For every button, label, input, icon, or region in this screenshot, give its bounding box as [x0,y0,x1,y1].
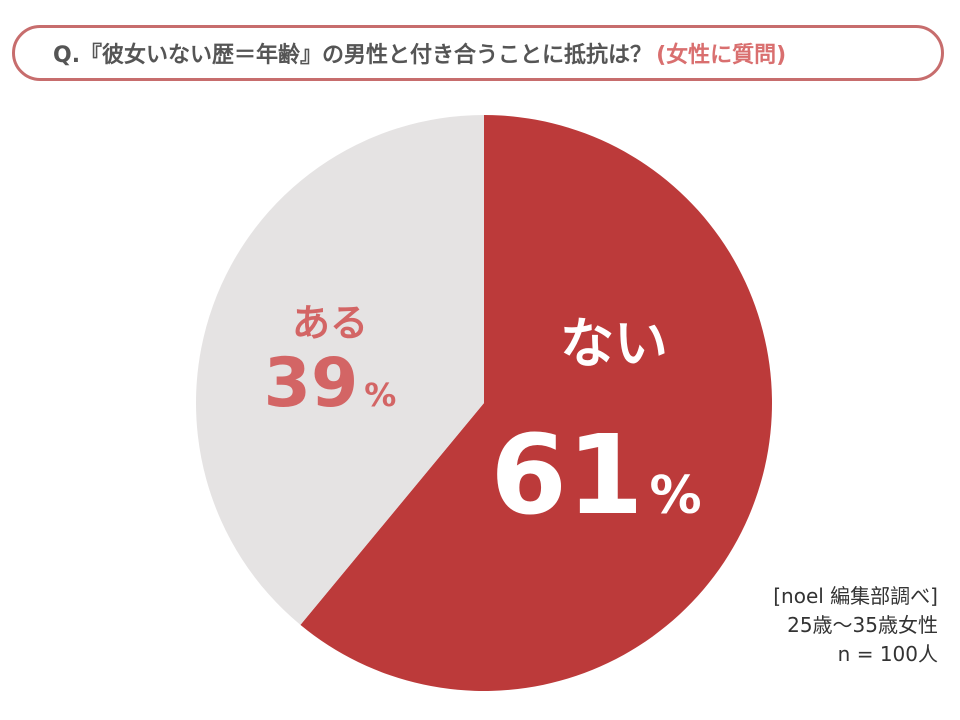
source-line-n: n = 100人 [837,642,938,666]
slice-value-1: 61% [490,411,701,539]
pie-slices [196,115,772,692]
slice-label-1: ない [560,312,668,375]
source-note: [noel 編集部調べ] 25歳〜35歳女性 n = 100人 [773,582,938,669]
question-box: Q.『彼女いない歴＝年齢』の男性と付き合うことに抵抗は？ (女性に質問) [12,25,944,81]
pie-slice-1 [300,115,772,692]
source-line-sample: 25歳〜35歳女性 [787,613,938,637]
slice-label-2: ある [292,301,368,345]
question-subtitle: (女性に質問) [656,43,787,68]
pie-slice-2 [196,115,485,625]
source-line-editor: [noel 編集部調べ] [773,584,938,608]
question-text: Q.『彼女いない歴＝年齢』の男性と付き合うことに抵抗は？ [53,43,653,68]
